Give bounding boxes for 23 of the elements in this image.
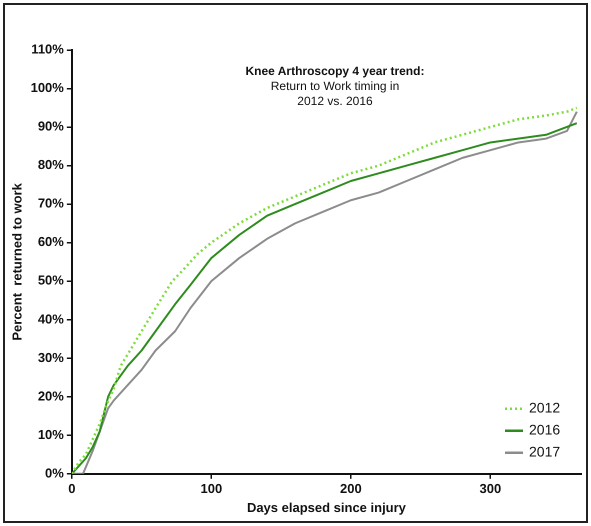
- y-tick-label: 20%: [38, 388, 64, 404]
- x-axis-title: Days elapsed since injury: [246, 500, 407, 515]
- y-tick-label: 30%: [38, 350, 64, 365]
- x-tick-label: 0: [68, 481, 76, 496]
- y-axis-title: Percent returned to work: [9, 182, 24, 341]
- legend-label: 2016: [529, 422, 560, 438]
- y-tick-label: 10%: [38, 426, 64, 442]
- y-tick-label: 110%: [31, 42, 64, 57]
- text: Return to Work timing in 2012 vs. 2016: [270, 79, 400, 109]
- y-tick-label: 0%: [45, 465, 64, 480]
- y-tick-label: 60%: [38, 234, 64, 250]
- y-tick-label: 100%: [30, 80, 64, 96]
- legend-label: 2012: [529, 400, 560, 416]
- y-tick-label: 50%: [38, 272, 64, 288]
- x-tick-label: 100: [200, 481, 222, 496]
- x-tick-label: 200: [340, 481, 362, 496]
- y-tick-label: 80%: [38, 157, 64, 172]
- text: Knee Arthroscopy 4 year trend:: [244, 64, 426, 79]
- x-tick-label: 300: [479, 481, 502, 496]
- y-tick-label: 70%: [38, 196, 64, 211]
- y-tick-label: 90%: [38, 118, 64, 134]
- y-tick-label: 40%: [38, 311, 64, 326]
- legend-label: 2017: [529, 444, 560, 460]
